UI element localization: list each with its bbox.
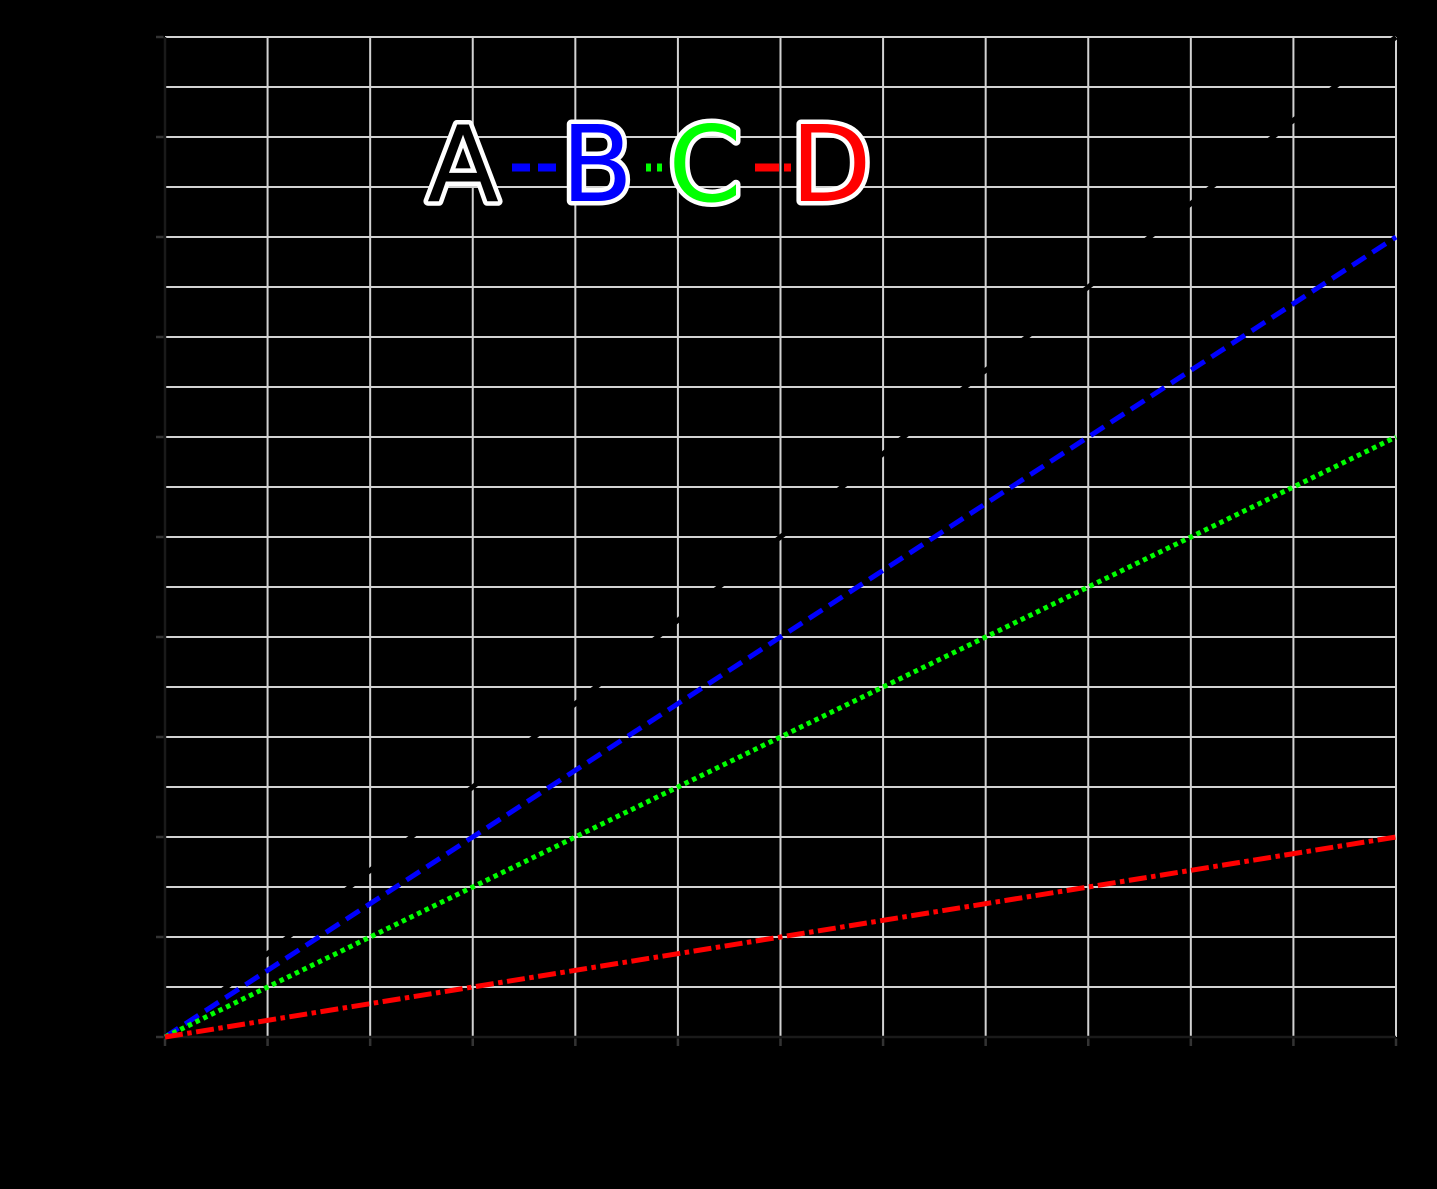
series-line-c [163,434,1398,1040]
legend-label-a: A [427,104,499,226]
series-line-b [163,234,1398,1040]
legend-label-d: D [791,104,872,226]
legend: A B C D [376,100,876,231]
axes-spines-and-ticks [156,35,1398,1046]
series-line-d [164,834,1397,1040]
series-line-a [163,35,1398,1039]
legend-label-b: B [561,104,633,226]
data-series-lines [163,35,1398,1040]
legend-label-c: C [668,104,741,226]
